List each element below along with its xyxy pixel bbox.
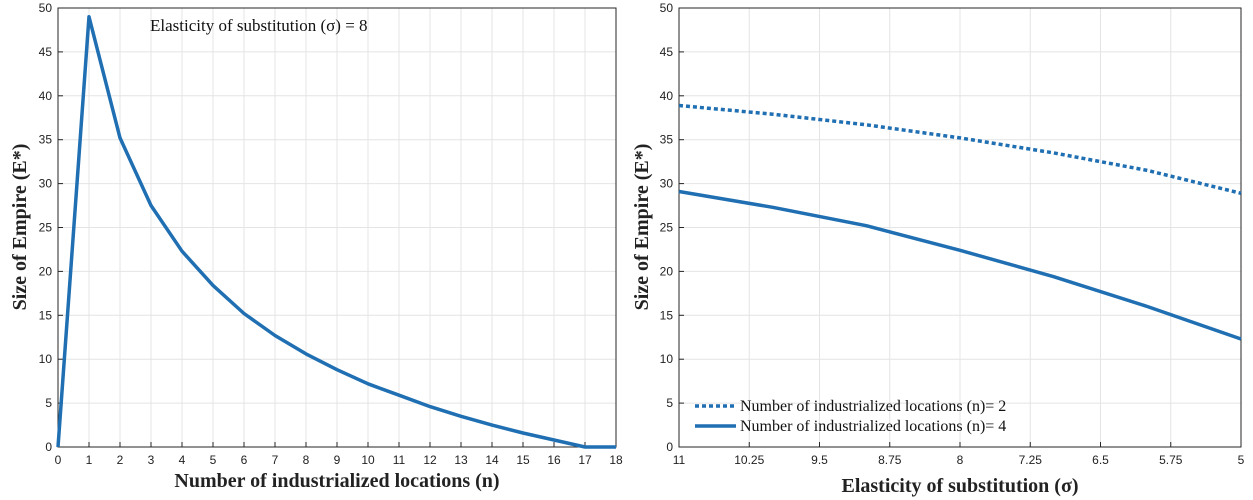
x-tick-label: 17 (578, 453, 592, 467)
y-tick-label: 40 (660, 89, 674, 103)
y-tick-label: 15 (660, 308, 674, 322)
x-tick-label: 6 (241, 453, 248, 467)
series-line-1 (56, 15, 616, 449)
right-chart: 11 10.25 9.5 8.75 8 7.25 6.5 5.75 5 0 5 10 15 20 25 30… (631, 1, 1245, 497)
x-tick-label: 4 (179, 453, 186, 467)
y-tick-label: 30 (660, 177, 674, 191)
legend-label-n2: Number of industrialized locations (n)= … (740, 398, 1006, 415)
y-tick-label: 0 (666, 440, 673, 454)
left-x-axis-label: Number of industrialized locations (n) (174, 470, 499, 492)
left-plot-frame (57, 7, 617, 448)
left-grid (57, 7, 617, 448)
left-series (56, 15, 616, 449)
x-tick-label: 1 (86, 453, 93, 467)
y-tick-label: 0 (45, 440, 52, 454)
y-tick-label: 50 (39, 1, 53, 15)
x-tick-label: 11 (673, 453, 686, 467)
y-tick-label: 10 (660, 352, 674, 366)
x-tick-label: 5 (210, 453, 217, 467)
left-chart: 0 1 2 3 4 5 6 7 8 9 10 11 12 13 14 15 16 17 18 05101520253… (9, 1, 623, 492)
y-tick-label: 35 (39, 133, 53, 147)
x-tick-label: 5.75 (1159, 453, 1183, 467)
right-y-axis-label: Size of Empire (E*) (631, 144, 653, 311)
x-tick-label: 10 (361, 453, 375, 467)
y-tick-label: 20 (39, 264, 53, 278)
series-line-2 (678, 189, 1242, 341)
right-y-tick-labels: 0 5 10 15 20 25 30 35 40 45 50 (660, 1, 674, 454)
y-tick-label: 50 (660, 1, 674, 15)
x-tick-label: 15 (516, 453, 530, 467)
x-tick-label: 12 (423, 453, 437, 467)
x-tick-label: 18 (609, 453, 623, 467)
left-annotation: Elasticity of substitution (σ) = 8 (150, 16, 368, 35)
right-x-axis-label: Elasticity of substitution (σ) (841, 475, 1078, 497)
right-grid (678, 7, 1242, 448)
x-tick-label: 8.75 (878, 453, 902, 467)
x-tick-label: 5 (1238, 453, 1245, 467)
x-tick-label: 9.5 (811, 453, 828, 467)
x-tick-label: 13 (454, 453, 468, 467)
legend-label-n4: Number of industrialized locations (n)= … (740, 418, 1006, 435)
right-series (678, 103, 1242, 341)
x-tick-label: 10.25 (734, 453, 764, 467)
left-y-axis-label: Size of Empire (E*) (9, 144, 31, 311)
x-tick-label: 8 (957, 453, 964, 467)
x-tick-label: 3 (148, 453, 155, 467)
x-tick-label: 7 (272, 453, 279, 467)
x-tick-label: 8 (303, 453, 310, 467)
y-tick-label: 35 (660, 133, 674, 147)
y-tick-label: 10 (39, 352, 53, 366)
y-tick-label: 45 (39, 45, 53, 59)
x-tick-label: 11 (393, 453, 406, 467)
x-tick-label: 14 (485, 453, 499, 467)
y-tick-label: 45 (660, 45, 674, 59)
x-tick-label: 0 (55, 453, 62, 467)
y-tick-label: 40 (39, 89, 53, 103)
y-tick-label: 25 (39, 221, 53, 235)
y-tick-label: 5 (45, 396, 52, 410)
y-tick-label: 30 (39, 177, 53, 191)
x-tick-label: 2 (117, 453, 124, 467)
x-tick-label: 16 (547, 453, 561, 467)
y-tick-label: 5 (666, 396, 673, 410)
right-plot-frame (678, 7, 1242, 448)
legend: Number of industrialized locations (n)= … (695, 398, 1006, 435)
right-x-tick-labels: 11 10.25 9.5 8.75 8 7.25 6.5 5.75 5 (673, 453, 1245, 467)
left-y-tick-labels: 0 5 10 15 20 25 30 35 40 45 50 (39, 1, 53, 454)
x-tick-label: 9 (334, 453, 341, 467)
series-line-1 (678, 103, 1242, 195)
y-tick-label: 20 (660, 264, 674, 278)
x-tick-label: 6.5 (1092, 453, 1109, 467)
y-tick-label: 25 (660, 221, 674, 235)
x-tick-label: 7.25 (1019, 453, 1043, 467)
y-tick-label: 15 (39, 308, 53, 322)
left-x-tick-labels: 0 1 2 3 4 5 6 7 8 9 10 11 12 13 14 15 16 17 18 (55, 453, 623, 467)
